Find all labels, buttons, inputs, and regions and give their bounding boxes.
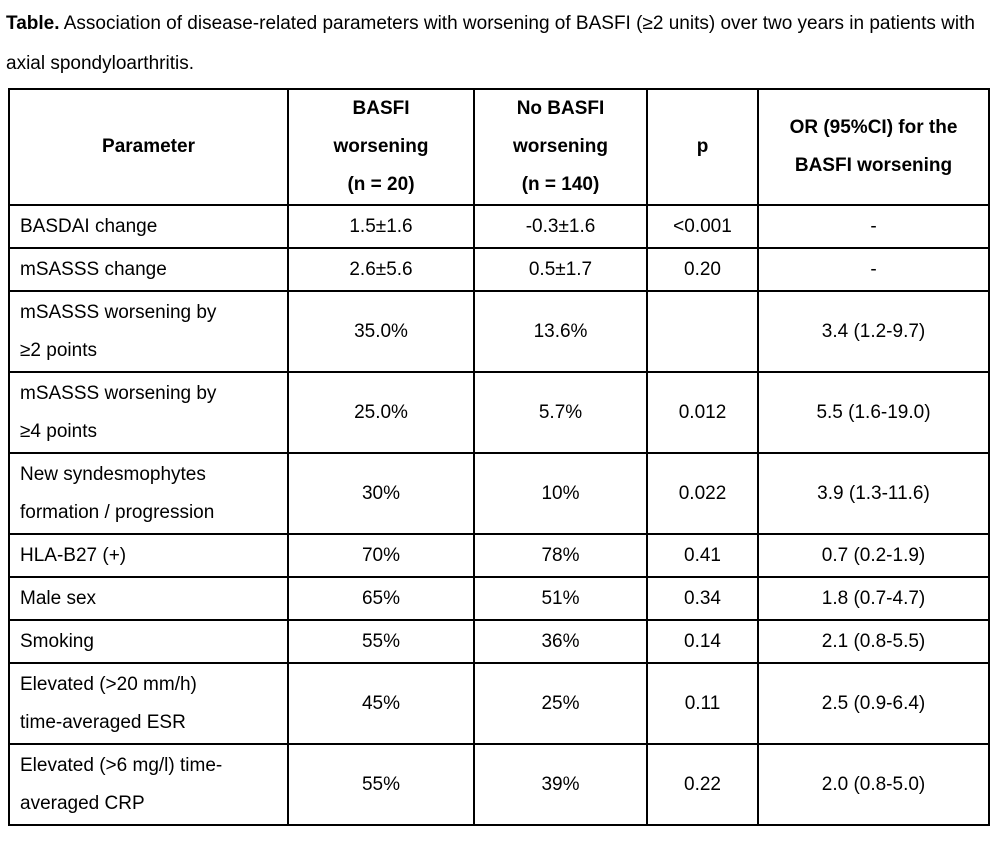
- cell-parameter: mSASSS worsening by ≥2 points: [8, 290, 289, 373]
- table-row: BASDAI change 1.5±1.6 -0.3±1.6 <0.001 -: [8, 204, 990, 249]
- cell-p-value: 0.41: [646, 533, 759, 578]
- header-basfi-worsening: BASFI worsening (n = 20): [287, 88, 475, 206]
- table-row: Elevated (>20 mm/h) time-averaged ESR 45…: [8, 662, 990, 745]
- table-caption-text: Association of disease-related parameter…: [6, 13, 975, 74]
- results-table: Parameter BASFI worsening (n = 20) No BA…: [8, 88, 990, 826]
- cell-basfi-worsening: 45%: [287, 662, 475, 745]
- table-caption: Table. Association of disease-related pa…: [6, 4, 992, 84]
- cell-or-ci: 2.0 (0.8-5.0): [757, 743, 990, 826]
- cell-p-value: <0.001: [646, 204, 759, 249]
- cell-no-basfi-worsening: 36%: [473, 619, 648, 664]
- cell-or-ci: 2.5 (0.9-6.4): [757, 662, 990, 745]
- cell-p-value: 0.20: [646, 247, 759, 292]
- cell-no-basfi-worsening: 10%: [473, 452, 648, 535]
- cell-p-value: 0.11: [646, 662, 759, 745]
- cell-or-ci: -: [757, 247, 990, 292]
- table-header-row: Parameter BASFI worsening (n = 20) No BA…: [8, 88, 990, 206]
- cell-p-value: 0.34: [646, 576, 759, 621]
- header-p-value: p: [646, 88, 759, 206]
- cell-p-value: 0.022: [646, 452, 759, 535]
- table-row: Elevated (>6 mg/l) time- averaged CRP 55…: [8, 743, 990, 826]
- header-or-ci: OR (95%CI) for the BASFI worsening: [757, 88, 990, 206]
- cell-parameter: New syndesmophytes formation / progressi…: [8, 452, 289, 535]
- cell-parameter: Smoking: [8, 619, 289, 664]
- cell-no-basfi-worsening: 5.7%: [473, 371, 648, 454]
- cell-parameter: Elevated (>6 mg/l) time- averaged CRP: [8, 743, 289, 826]
- cell-or-ci: 1.8 (0.7-4.7): [757, 576, 990, 621]
- cell-p-value: 0.012: [646, 371, 759, 454]
- table-row: mSASSS worsening by ≥2 points 35.0% 13.6…: [8, 290, 990, 373]
- cell-basfi-worsening: 65%: [287, 576, 475, 621]
- table-row: HLA-B27 (+) 70% 78% 0.41 0.7 (0.2-1.9): [8, 533, 990, 578]
- cell-p-value: 0.14: [646, 619, 759, 664]
- cell-or-ci: 5.5 (1.6-19.0): [757, 371, 990, 454]
- cell-parameter: Male sex: [8, 576, 289, 621]
- header-no-basfi-worsening: No BASFI worsening (n = 140): [473, 88, 648, 206]
- cell-no-basfi-worsening: 78%: [473, 533, 648, 578]
- cell-p-value: [646, 290, 759, 373]
- cell-parameter: HLA-B27 (+): [8, 533, 289, 578]
- cell-basfi-worsening: 1.5±1.6: [287, 204, 475, 249]
- cell-parameter: mSASSS change: [8, 247, 289, 292]
- table-row: mSASSS worsening by ≥4 points 25.0% 5.7%…: [8, 371, 990, 454]
- table-row: New syndesmophytes formation / progressi…: [8, 452, 990, 535]
- cell-basfi-worsening: 35.0%: [287, 290, 475, 373]
- cell-p-value: 0.22: [646, 743, 759, 826]
- cell-no-basfi-worsening: 39%: [473, 743, 648, 826]
- cell-basfi-worsening: 25.0%: [287, 371, 475, 454]
- cell-or-ci: 3.4 (1.2-9.7): [757, 290, 990, 373]
- cell-no-basfi-worsening: 51%: [473, 576, 648, 621]
- cell-no-basfi-worsening: -0.3±1.6: [473, 204, 648, 249]
- cell-or-ci: 2.1 (0.8-5.5): [757, 619, 990, 664]
- cell-basfi-worsening: 2.6±5.6: [287, 247, 475, 292]
- cell-basfi-worsening: 55%: [287, 619, 475, 664]
- cell-no-basfi-worsening: 13.6%: [473, 290, 648, 373]
- cell-no-basfi-worsening: 25%: [473, 662, 648, 745]
- cell-no-basfi-worsening: 0.5±1.7: [473, 247, 648, 292]
- cell-parameter: mSASSS worsening by ≥4 points: [8, 371, 289, 454]
- table-row: mSASSS change 2.6±5.6 0.5±1.7 0.20 -: [8, 247, 990, 292]
- header-parameter: Parameter: [8, 88, 289, 206]
- table-caption-label: Table.: [6, 13, 60, 34]
- cell-basfi-worsening: 70%: [287, 533, 475, 578]
- cell-parameter: BASDAI change: [8, 204, 289, 249]
- cell-or-ci: 3.9 (1.3-11.6): [757, 452, 990, 535]
- table-row: Smoking 55% 36% 0.14 2.1 (0.8-5.5): [8, 619, 990, 664]
- table-row: Male sex 65% 51% 0.34 1.8 (0.7-4.7): [8, 576, 990, 621]
- cell-parameter: Elevated (>20 mm/h) time-averaged ESR: [8, 662, 289, 745]
- cell-basfi-worsening: 55%: [287, 743, 475, 826]
- cell-or-ci: 0.7 (0.2-1.9): [757, 533, 990, 578]
- cell-basfi-worsening: 30%: [287, 452, 475, 535]
- cell-or-ci: -: [757, 204, 990, 249]
